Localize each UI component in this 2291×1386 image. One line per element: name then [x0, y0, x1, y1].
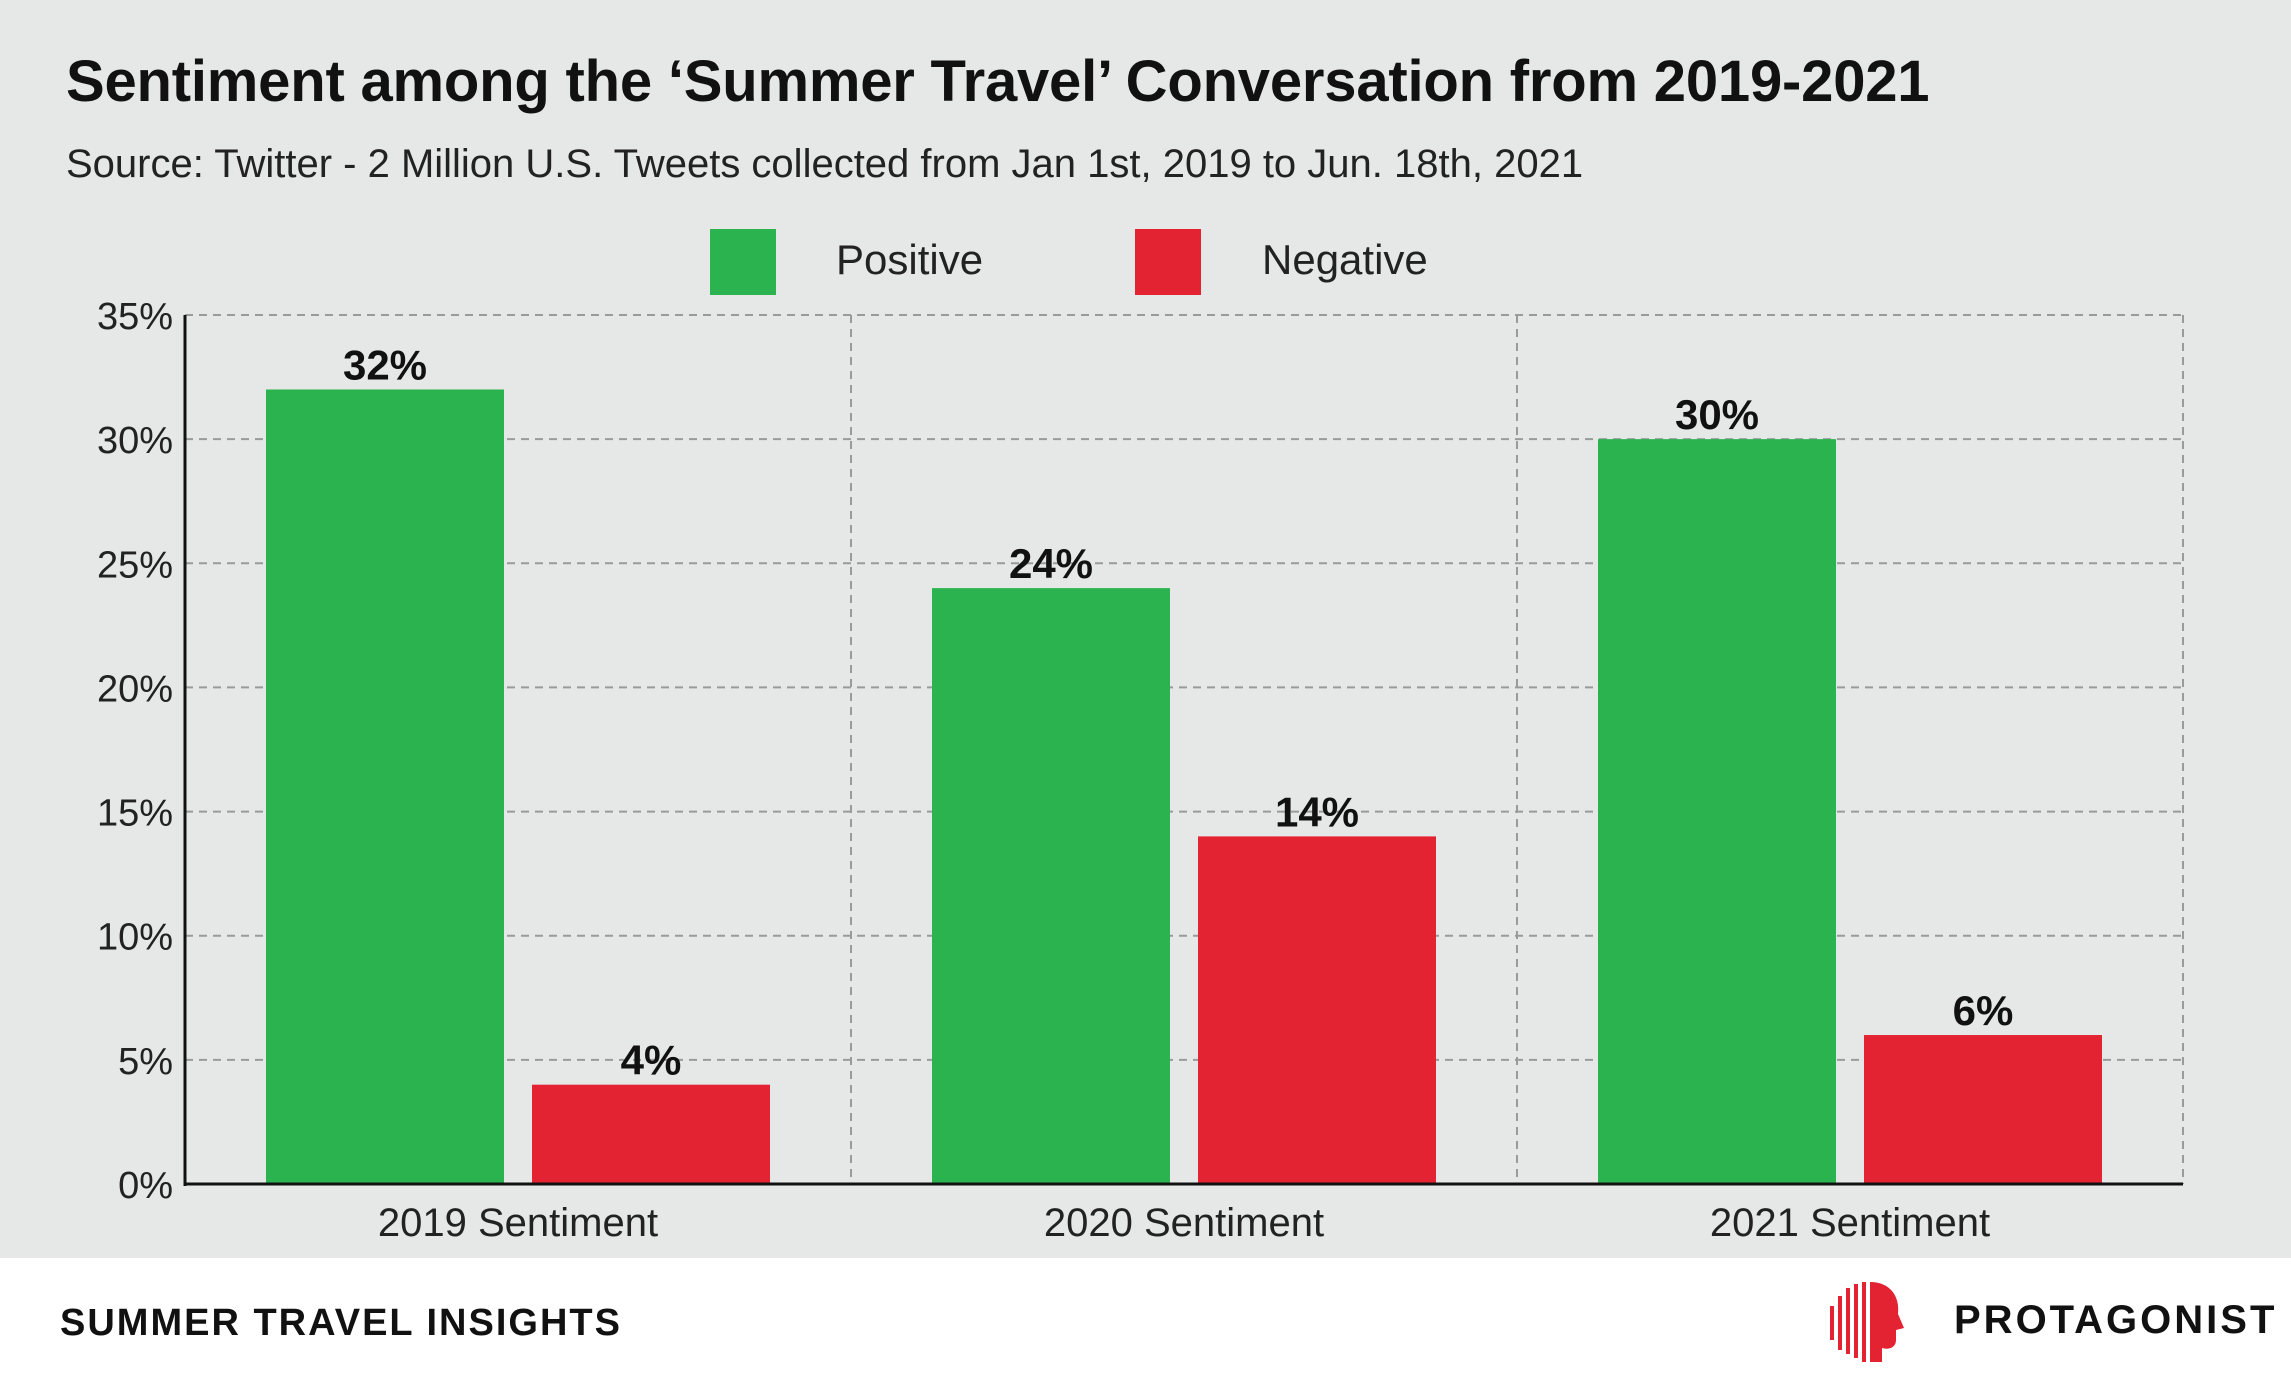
y-tick-label: 20% — [97, 668, 173, 710]
data-label: 14% — [1275, 788, 1359, 835]
footer-title: SUMMER TRAVEL INSIGHTS — [60, 1302, 622, 1344]
chart-panel: Sentiment among the ‘Summer Travel’ Conv… — [0, 0, 2291, 1258]
y-tick-label: 25% — [97, 544, 173, 586]
chart-subtitle: Source: Twitter - 2 Million U.S. Tweets … — [66, 142, 1584, 186]
x-tick-label: 2019 Sentiment — [378, 1201, 658, 1245]
legend-swatch-positive — [710, 229, 776, 295]
data-label: 4% — [621, 1037, 682, 1084]
bar-positive — [932, 588, 1170, 1184]
y-tick-label: 30% — [97, 420, 173, 462]
brand-name: PROTAGONIST — [1954, 1298, 2278, 1342]
y-tick-label: 0% — [118, 1165, 173, 1207]
data-label: 6% — [1953, 987, 2014, 1034]
legend-label-negative: Negative — [1262, 236, 1428, 283]
y-tick-label: 5% — [118, 1041, 173, 1083]
data-label: 24% — [1009, 540, 1093, 587]
bar-negative — [532, 1084, 770, 1184]
y-tick-label: 35% — [97, 296, 173, 338]
data-label: 32% — [343, 341, 427, 388]
data-label: 30% — [1675, 391, 1759, 438]
plot-area: 0% 5% 10% 15% 20% 25% 30% 35% 32% 4% 2019 Sentimen… — [97, 296, 2184, 1245]
y-tick-label: 10% — [97, 917, 173, 959]
y-tick-label: 15% — [97, 793, 173, 835]
protagonist-logo-icon — [1830, 1282, 1904, 1362]
chart-title: Sentiment among the ‘Summer Travel’ Conv… — [66, 49, 1930, 114]
x-tick-label: 2021 Sentiment — [1710, 1201, 1990, 1245]
bar-positive — [266, 389, 504, 1184]
legend-swatch-negative — [1135, 229, 1201, 295]
x-tick-label: 2020 Sentiment — [1044, 1201, 1324, 1245]
bar-positive — [1598, 439, 1836, 1185]
bar-negative — [1198, 836, 1436, 1184]
bar-negative — [1864, 1035, 2102, 1184]
legend-label-positive: Positive — [836, 236, 984, 283]
